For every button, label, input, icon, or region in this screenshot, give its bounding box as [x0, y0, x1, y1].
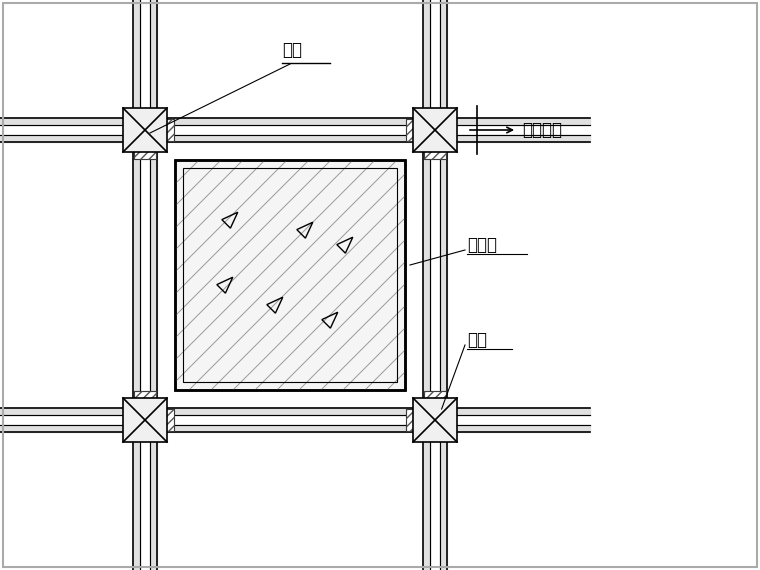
Text: 扣件: 扣件 — [467, 331, 487, 349]
Bar — [146, 119, 174, 141]
Bar — [413, 398, 457, 442]
Bar — [134, 391, 157, 419]
Bar — [123, 108, 167, 152]
Bar — [146, 119, 174, 141]
Bar — [424, 131, 446, 159]
Text: 连向立杆: 连向立杆 — [522, 121, 562, 139]
Bar — [134, 131, 157, 159]
Bar — [424, 131, 446, 159]
Bar — [406, 409, 434, 431]
Text: 短钢管: 短钢管 — [467, 236, 497, 254]
Bar — [424, 391, 446, 419]
Bar — [424, 391, 446, 419]
Bar — [406, 119, 434, 141]
Bar — [123, 398, 167, 442]
Bar — [134, 391, 157, 419]
Bar — [406, 119, 434, 141]
Bar — [175, 160, 405, 390]
Bar — [183, 168, 397, 382]
Bar — [146, 409, 174, 431]
Text: 垫木: 垫木 — [282, 41, 302, 59]
Bar — [134, 131, 157, 159]
Bar — [175, 160, 405, 390]
Bar — [146, 409, 174, 431]
Bar — [413, 108, 457, 152]
Bar — [406, 409, 434, 431]
